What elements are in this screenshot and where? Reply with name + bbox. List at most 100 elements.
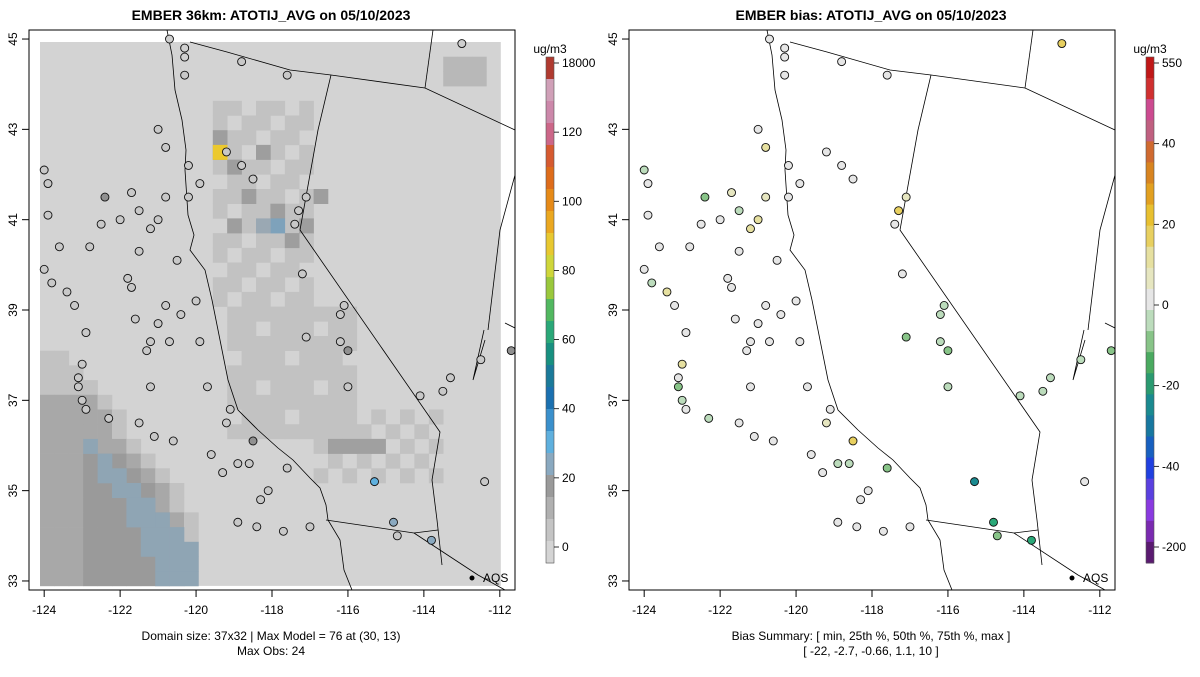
site-marker (180, 70, 190, 80)
grid-cell (40, 556, 55, 572)
grid-cell (270, 321, 286, 337)
grid-cell (256, 291, 271, 307)
grid-cell (328, 380, 343, 396)
site-marker (643, 179, 653, 188)
site-marker (335, 310, 345, 319)
grid-cell (313, 468, 329, 484)
grid-cell (342, 394, 358, 410)
grid-cell (328, 409, 343, 425)
site-marker (294, 206, 304, 216)
grid-cell (97, 468, 113, 484)
grid-cell (371, 438, 386, 454)
grid-cell (68, 527, 84, 543)
grid-cell (169, 527, 185, 543)
grid-cell (212, 247, 228, 263)
site-marker (1080, 477, 1090, 487)
grid-cell (356, 453, 372, 469)
left-colorbar: 18000 120 100 80 60 40 20 0 (545, 56, 596, 564)
grid-cell (284, 321, 300, 337)
site-marker (73, 373, 83, 383)
colorbar-swatch (1146, 457, 1154, 480)
grid-cell (284, 306, 300, 322)
colorbar-tick-label: 550 (1162, 56, 1182, 70)
grid-cell (83, 483, 98, 498)
grid-cell (270, 130, 286, 146)
grid-cell (299, 218, 314, 234)
site-marker (153, 319, 163, 328)
grid-cell (241, 291, 257, 307)
site-marker (104, 413, 114, 423)
grid-cell (212, 291, 228, 307)
site-marker (153, 215, 163, 225)
grid-cell (227, 174, 242, 190)
grid-cell (40, 394, 55, 410)
grid-cell (428, 438, 444, 454)
grid-cell (184, 541, 199, 557)
grid-cell (54, 350, 70, 366)
grid-cell (270, 100, 286, 116)
colorbar-swatch (1146, 288, 1154, 311)
y-tick-label: 33 (606, 574, 620, 588)
grid-cell (299, 159, 314, 175)
grid-cell (169, 512, 185, 528)
grid-cell (54, 527, 70, 543)
grid-cell (83, 438, 98, 454)
site-marker (263, 486, 273, 496)
site-marker (282, 70, 292, 80)
grid-cell (97, 527, 113, 543)
grid-cell (212, 115, 228, 131)
site-marker (753, 319, 763, 328)
site-marker (821, 418, 831, 428)
site-marker (96, 219, 106, 229)
site-marker (446, 373, 455, 383)
site-marker (852, 522, 862, 532)
colorbar-swatch (1146, 499, 1154, 522)
site-marker (476, 355, 486, 365)
grid-cell (313, 424, 329, 440)
grid-cell (40, 541, 55, 557)
boundary-line (299, 74, 443, 566)
boundary-line (766, 30, 953, 590)
grid-cell (371, 409, 386, 425)
grid-cell (40, 438, 55, 454)
site-marker (761, 142, 771, 152)
site-marker (233, 517, 243, 527)
grid-cell (68, 468, 84, 484)
colorbar-tick-label: 40 (562, 402, 576, 416)
grid-cell (54, 512, 70, 528)
site-marker (1046, 373, 1055, 383)
grid-cell (54, 571, 70, 587)
grid-cell (227, 130, 242, 146)
site-marker (749, 432, 759, 441)
aqs-legend-marker (1069, 575, 1075, 581)
state-boundaries (766, 30, 1115, 590)
grid-cell (112, 438, 127, 454)
site-marker (734, 246, 744, 256)
grid-cell (284, 233, 300, 249)
colorbar-tick-label: -20 (1162, 379, 1180, 393)
site-marker (727, 282, 736, 292)
site-marker (180, 43, 190, 53)
grid-cell (54, 468, 70, 484)
site-marker (427, 535, 436, 545)
colorbar-tick-label: -200 (1162, 540, 1186, 554)
site-marker (837, 57, 847, 67)
colorbar-swatch (546, 101, 554, 124)
colorbar-swatch (546, 475, 554, 498)
grid-cell (299, 277, 314, 293)
grid-cell (270, 394, 286, 410)
site-marker (184, 161, 193, 170)
grid-cell (284, 394, 300, 410)
site-marker (780, 52, 790, 62)
site-marker (221, 147, 231, 157)
site-marker (878, 526, 888, 536)
site-marker (165, 34, 174, 44)
grid-cell (299, 321, 314, 337)
grid-cell (112, 541, 127, 557)
site-marker (43, 210, 53, 220)
grid-cell (227, 144, 242, 160)
grid-cell (241, 189, 257, 204)
site-marker (821, 147, 831, 157)
site-marker (457, 39, 467, 48)
grid-cell (212, 189, 228, 204)
